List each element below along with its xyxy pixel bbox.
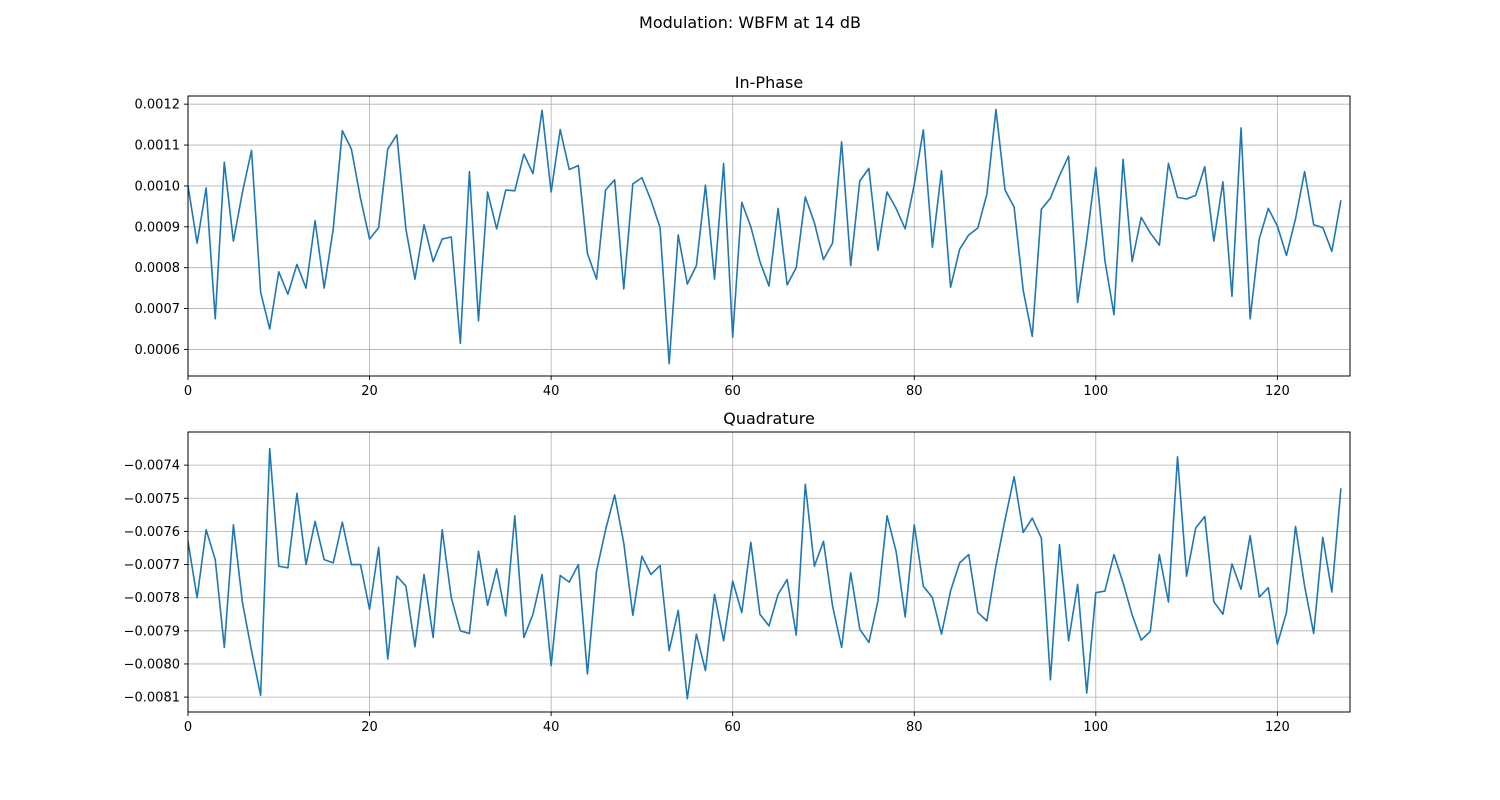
in-phase-y-tick-label: 0.0008 — [135, 261, 181, 276]
quadrature-series-line — [187, 447, 1342, 700]
quadrature-y-tick-label: −0.0078 — [124, 591, 180, 606]
quadrature-y-tick-label: −0.0074 — [124, 459, 180, 474]
quadrature-y-tick-label: −0.0079 — [124, 624, 180, 639]
in-phase-y-tick-label: 0.0010 — [135, 179, 181, 194]
quadrature-x-tick-label: 80 — [906, 720, 923, 735]
quadrature-y-tick-label: −0.0080 — [124, 657, 180, 672]
quadrature-y-tick-label: −0.0075 — [124, 492, 180, 507]
in-phase-subplot: 0 20 40 60 80 100 120 0.0006 0.0007 0.0008 0.0009 0… — [135, 73, 1351, 399]
in-phase-series-line — [187, 108, 1342, 365]
quadrature-subplot-title: Quadrature — [723, 409, 815, 428]
in-phase-y-tick-label: 0.0011 — [135, 139, 181, 154]
in-phase-x-tick-label: 100 — [1083, 384, 1108, 399]
quadrature-y-tick-label: −0.0076 — [124, 525, 180, 540]
quadrature-y-tick-label: −0.0081 — [124, 691, 180, 706]
quadrature-subplot: 0 20 40 60 80 100 120 −0.0081 −0.0080 −0.0079 −0.0… — [124, 409, 1351, 735]
quadrature-x-tick-label: 100 — [1083, 720, 1108, 735]
in-phase-axes-frame — [187, 95, 1351, 377]
quadrature-axes-frame — [187, 431, 1351, 713]
in-phase-x-tick-label: 60 — [724, 384, 741, 399]
in-phase-x-tick-label: 0 — [184, 384, 192, 399]
figure-title: Modulation: WBFM at 14 dB — [639, 13, 861, 32]
in-phase-x-tick-label: 80 — [906, 384, 923, 399]
in-phase-y-tick-label: 0.0012 — [135, 98, 181, 113]
in-phase-y-tick-label: 0.0009 — [135, 220, 181, 235]
in-phase-subplot-title: In-Phase — [735, 73, 803, 92]
in-phase-x-tick-label: 40 — [543, 384, 560, 399]
quadrature-y-tick-label: −0.0077 — [124, 558, 180, 573]
quadrature-x-tick-label: 120 — [1265, 720, 1290, 735]
quadrature-x-tick-label: 60 — [724, 720, 741, 735]
in-phase-y-tick-label: 0.0006 — [135, 343, 181, 358]
in-phase-x-tick-label: 20 — [361, 384, 378, 399]
in-phase-x-tick-label: 120 — [1265, 384, 1290, 399]
quadrature-x-tick-label: 40 — [543, 720, 560, 735]
in-phase-y-tick-label: 0.0007 — [135, 302, 181, 317]
quadrature-x-tick-label: 0 — [184, 720, 192, 735]
quadrature-x-tick-label: 20 — [361, 720, 378, 735]
